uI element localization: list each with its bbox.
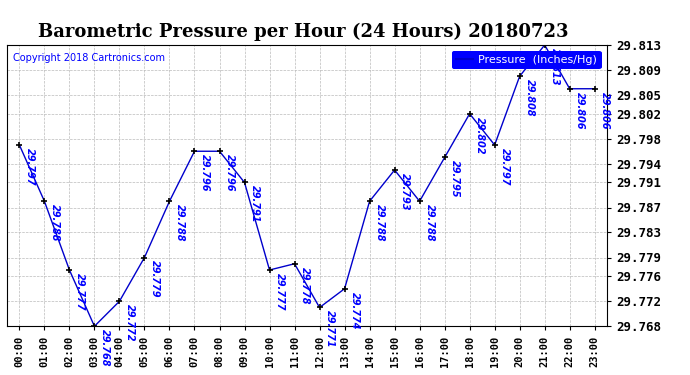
- Text: 29.778: 29.778: [300, 267, 310, 304]
- Text: 29.797: 29.797: [500, 148, 510, 185]
- Text: 29.788: 29.788: [175, 204, 185, 242]
- Text: 29.768: 29.768: [100, 329, 110, 366]
- Text: 29.791: 29.791: [250, 185, 260, 223]
- Text: 29.788: 29.788: [425, 204, 435, 242]
- Text: 29.788: 29.788: [375, 204, 385, 242]
- Text: 29.802: 29.802: [475, 117, 485, 154]
- Text: 29.793: 29.793: [400, 173, 410, 210]
- Text: 29.777: 29.777: [275, 273, 285, 310]
- Text: 29.772: 29.772: [125, 304, 135, 342]
- Text: 29.795: 29.795: [450, 160, 460, 198]
- Text: 29.796: 29.796: [225, 154, 235, 192]
- Text: 29.774: 29.774: [350, 291, 360, 329]
- Text: 29.788: 29.788: [50, 204, 60, 242]
- Text: 29.797: 29.797: [25, 148, 35, 185]
- Text: 29.771: 29.771: [325, 310, 335, 348]
- Text: 29.806: 29.806: [575, 92, 585, 129]
- Text: 29.779: 29.779: [150, 260, 160, 298]
- Text: 29.796: 29.796: [200, 154, 210, 192]
- Text: 29.777: 29.777: [75, 273, 85, 310]
- Text: Barometric Pressure per Hour (24 Hours) 20180723: Barometric Pressure per Hour (24 Hours) …: [39, 22, 569, 41]
- Text: 29.806: 29.806: [600, 92, 610, 129]
- Text: Copyright 2018 Cartronics.com: Copyright 2018 Cartronics.com: [13, 54, 165, 63]
- Legend: Pressure  (Inches/Hg): Pressure (Inches/Hg): [452, 51, 602, 69]
- Text: 29.808: 29.808: [525, 79, 535, 117]
- Text: 29.813: 29.813: [550, 48, 560, 85]
